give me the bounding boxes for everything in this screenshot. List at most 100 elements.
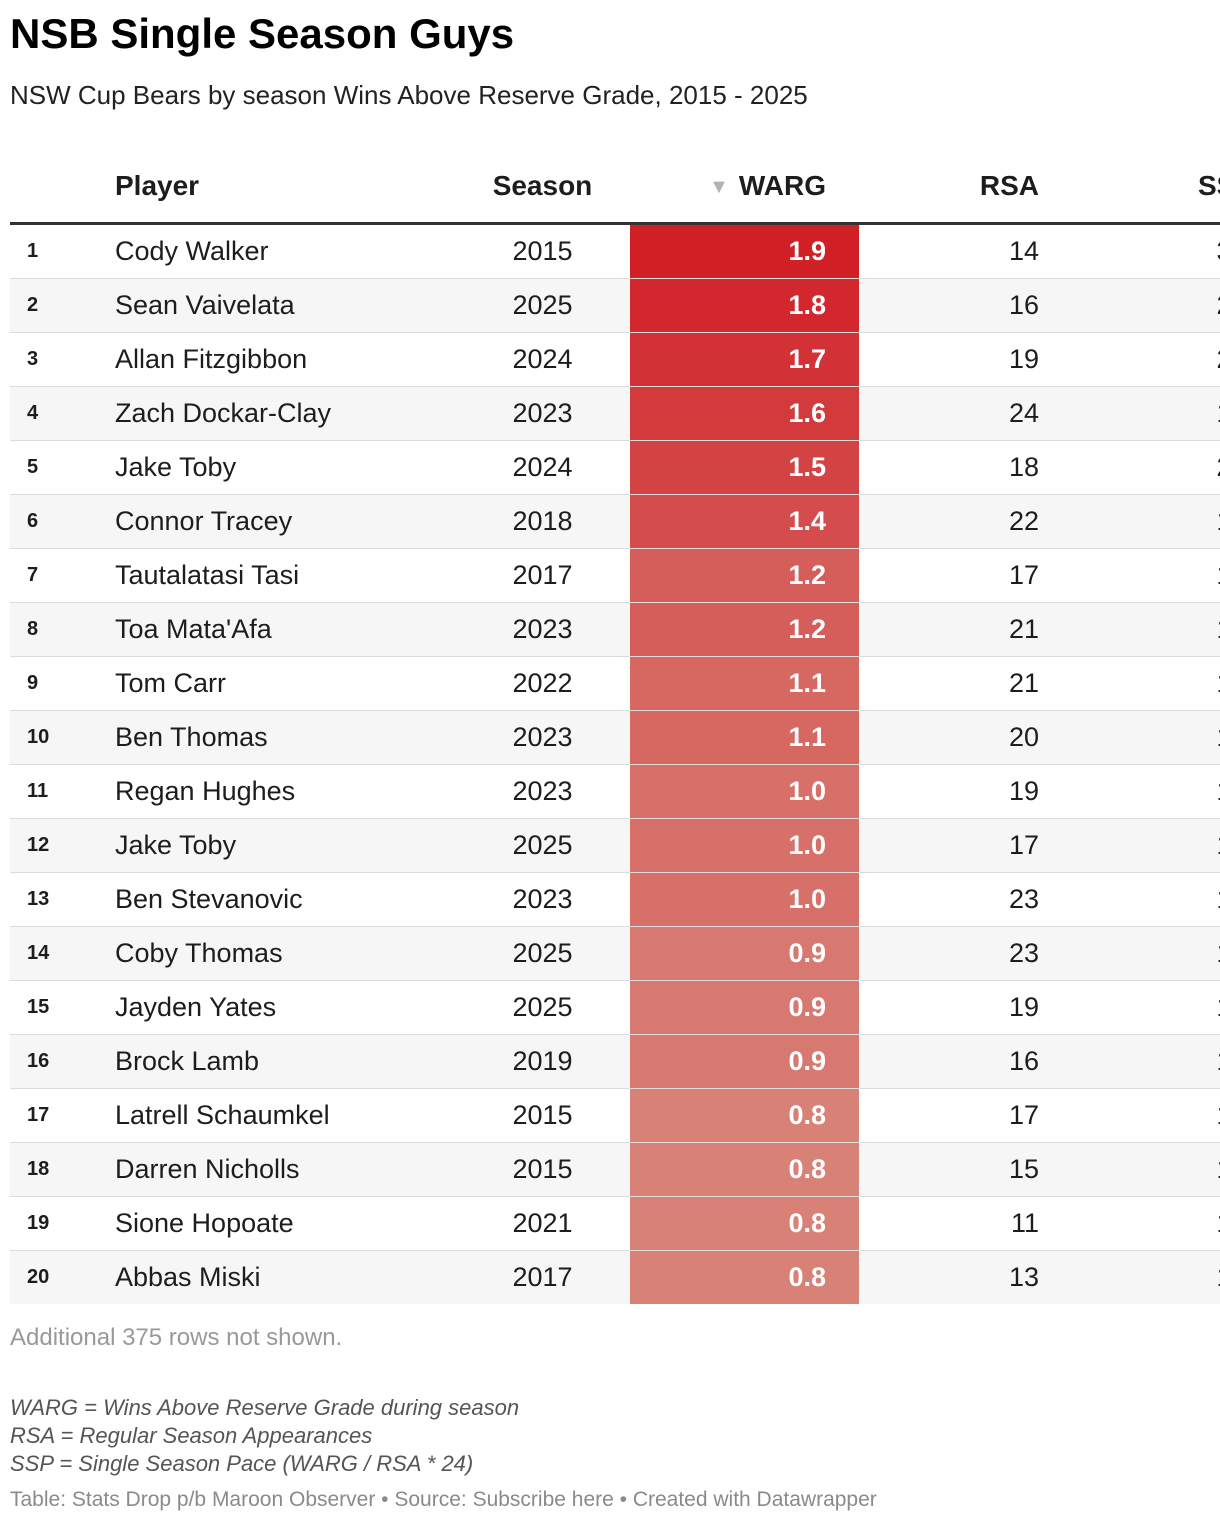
rank-cell: 15 [10, 980, 115, 1035]
season-cell: 2024 [455, 332, 630, 387]
season-cell: 2015 [455, 223, 630, 279]
ssp-value: 1.4 [1050, 602, 1220, 657]
rsa-value: 24 [859, 386, 1050, 441]
player-name: Sione Hopoate [115, 1196, 455, 1251]
warg-value: 0.9 [630, 1034, 859, 1089]
season-cell: 2023 [455, 710, 630, 765]
footnote-warg: WARG = Wins Above Reserve Grade during s… [10, 1395, 520, 1420]
rank-cell: 7 [10, 548, 115, 603]
ssp-value: 1.5 [1050, 494, 1220, 549]
warg-value: 1.2 [630, 602, 859, 657]
player-name: Jake Toby [115, 440, 455, 495]
warg-value: 1.8 [630, 278, 859, 333]
column-header-rank [10, 150, 115, 225]
rank-cell: 19 [10, 1196, 115, 1251]
warg-value: 1.1 [630, 656, 859, 711]
ssp-value: 2.8 [1050, 278, 1220, 333]
warg-value: 0.8 [630, 1250, 859, 1304]
player-name: Zach Dockar-Clay [115, 386, 455, 441]
player-name: Tom Carr [115, 656, 455, 711]
footnotes: WARG = Wins Above Reserve Grade during s… [10, 1394, 519, 1478]
column-header-season[interactable]: Season [455, 150, 630, 225]
column-header-warg-label: WARG [738, 170, 826, 201]
rank-cell: 16 [10, 1034, 115, 1089]
rsa-value: 16 [859, 278, 1050, 333]
warg-value: 1.4 [630, 494, 859, 549]
ssp-value: 1.2 [1050, 1088, 1220, 1143]
ssp-value: 1.3 [1050, 764, 1220, 819]
ssp-value: 1.2 [1050, 656, 1220, 711]
rsa-value: 19 [859, 980, 1050, 1035]
rsa-value: 23 [859, 872, 1050, 927]
rsa-value: 16 [859, 1034, 1050, 1089]
column-header-ssp[interactable]: SSP [1050, 150, 1220, 225]
warg-value: 0.9 [630, 926, 859, 981]
column-header-rsa[interactable]: RSA [859, 150, 1050, 225]
player-name: Cody Walker [115, 223, 455, 279]
season-cell: 2021 [455, 1196, 630, 1251]
ssp-value: 3.3 [1050, 223, 1220, 279]
season-cell: 2025 [455, 980, 630, 1035]
season-cell: 2025 [455, 278, 630, 333]
season-cell: 2024 [455, 440, 630, 495]
warg-value: 0.8 [630, 1142, 859, 1197]
rsa-value: 17 [859, 1088, 1050, 1143]
ssp-value: 1.3 [1050, 1034, 1220, 1089]
season-cell: 2017 [512, 1262, 573, 1292]
warg-value: 1.0 [630, 872, 859, 927]
ssp-value: 1.6 [1050, 386, 1220, 441]
footnote-ssp: SSP = Single Season Pace (WARG / RSA * 2… [10, 1451, 474, 1476]
rsa-value: 19 [859, 764, 1050, 819]
warg-value: 0.8 [630, 1196, 859, 1251]
rsa-value: 20 [859, 710, 1050, 765]
warg-value: 1.7 [630, 332, 859, 387]
ssp-value: 2.0 [1050, 440, 1220, 495]
season-cell: 2025 [455, 926, 630, 981]
warg-value: 0.8 [630, 1088, 859, 1143]
rank-cell: 20 [27, 1266, 50, 1288]
season-cell: 2023 [455, 602, 630, 657]
rank-cell: 10 [10, 710, 115, 765]
player-name: Darren Nicholls [115, 1142, 455, 1197]
season-cell: 2023 [455, 872, 630, 927]
warg-value: 1.0 [630, 764, 859, 819]
ssp-value: 1.7 [1050, 548, 1220, 603]
ssp-value: 2.2 [1050, 332, 1220, 387]
season-cell: 2015 [455, 1142, 630, 1197]
season-cell: 2025 [455, 818, 630, 873]
ssp-value: 1.8 [1050, 1196, 1220, 1251]
rank-cell: 11 [10, 764, 115, 819]
page-title: NSB Single Season Guys [10, 10, 515, 57]
rsa-value: 21 [859, 602, 1050, 657]
rsa-value: 11 [859, 1196, 1050, 1251]
column-header-player[interactable]: Player [115, 150, 455, 225]
season-cell: 2017 [455, 548, 630, 603]
ssp-value: 1.1 [1050, 980, 1220, 1035]
player-name: Allan Fitzgibbon [115, 332, 455, 387]
column-header-warg[interactable]: ▼ WARG [630, 150, 859, 225]
season-cell: 2015 [455, 1088, 630, 1143]
player-name: Jake Toby [115, 818, 455, 873]
ssp-value: 1.3 [1050, 1142, 1220, 1197]
player-name: Coby Thomas [115, 926, 455, 981]
rank-cell: 1 [10, 223, 115, 279]
warg-value: 1.2 [630, 548, 859, 603]
rsa-value: 14 [859, 223, 1050, 279]
player-name: Ben Stevanovic [115, 872, 455, 927]
player-name: Regan Hughes [115, 764, 455, 819]
